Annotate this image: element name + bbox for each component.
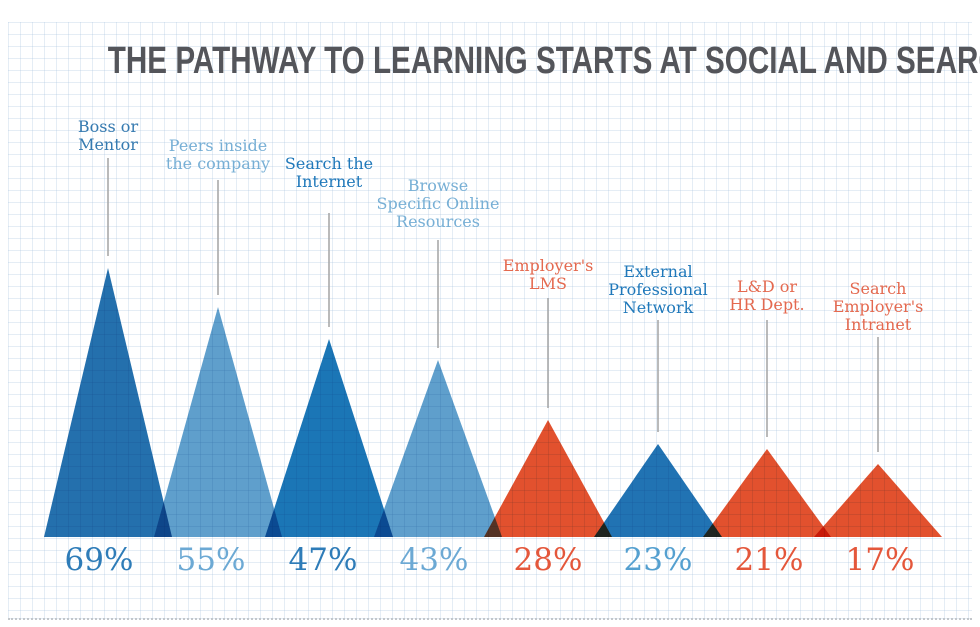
- triangle-external-professional-network: [594, 444, 722, 537]
- category-label-line: External: [623, 262, 693, 281]
- category-label-boss-or-mentor: Boss or Mentor: [78, 118, 138, 154]
- triangle-ld-or-hr-dept: [703, 449, 831, 537]
- category-label-line: Intranet: [844, 315, 912, 334]
- value-label-external-professional-network: 23%: [623, 542, 693, 578]
- category-label-browse-specific-online-resources: Browse Specific Online Resources: [377, 177, 500, 231]
- category-label-line: HR Dept.: [729, 295, 805, 314]
- value-label-search-the-internet: 47%: [288, 542, 358, 578]
- chart-title: THE PATHWAY TO LEARNING STARTS AT SOCIAL…: [107, 40, 980, 82]
- triangle-employers-lms: [484, 420, 612, 537]
- value-label-search-employers-intranet: 17%: [845, 542, 915, 578]
- category-label-line: Mentor: [78, 135, 138, 154]
- value-label-browse-specific-online-resources: 43%: [399, 542, 469, 578]
- value-label-peers-inside-company: 55%: [176, 542, 246, 578]
- category-label-line: Boss or: [77, 117, 139, 136]
- category-label-line: Professional: [608, 280, 708, 299]
- category-label-search-the-internet: Search the Internet: [285, 155, 373, 191]
- category-label-line: LMS: [529, 274, 567, 293]
- category-label-line: Peers inside: [168, 136, 268, 155]
- category-label-peers-inside-company: Peers inside the company: [166, 137, 270, 173]
- category-label-employers-lms: Employer's LMS: [503, 257, 594, 293]
- triangle-boss-or-mentor: [44, 268, 172, 537]
- triangle-browse-specific-online-resources: [374, 360, 502, 537]
- category-label-line: Browse: [407, 176, 469, 195]
- category-label-line: Employer's: [502, 256, 594, 275]
- category-label-external-professional-network: External Professional Network: [608, 263, 708, 317]
- category-label-line: Network: [622, 298, 694, 317]
- category-label-line: Search: [849, 279, 907, 298]
- triangle-search-the-internet: [265, 339, 393, 537]
- category-label-ld-or-hr-dept: L&D or HR Dept.: [729, 278, 804, 314]
- category-label-line: the company: [165, 154, 271, 173]
- category-label-line: Employer's: [832, 297, 924, 316]
- category-label-line: L&D or: [736, 277, 798, 296]
- value-label-employers-lms: 28%: [513, 542, 583, 578]
- category-label-line: Search the: [284, 154, 374, 173]
- value-label-ld-or-hr-dept: 21%: [734, 542, 804, 578]
- category-label-line: Internet: [295, 172, 363, 191]
- triangle-peers-inside-company: [154, 307, 282, 537]
- category-label-search-employers-intranet: Search Employer's Intranet: [833, 280, 924, 334]
- triangle-search-employers-intranet: [814, 464, 942, 537]
- category-label-line: Resources: [396, 212, 480, 231]
- category-label-line: Specific Online: [376, 194, 500, 213]
- value-label-boss-or-mentor: 69%: [64, 542, 134, 578]
